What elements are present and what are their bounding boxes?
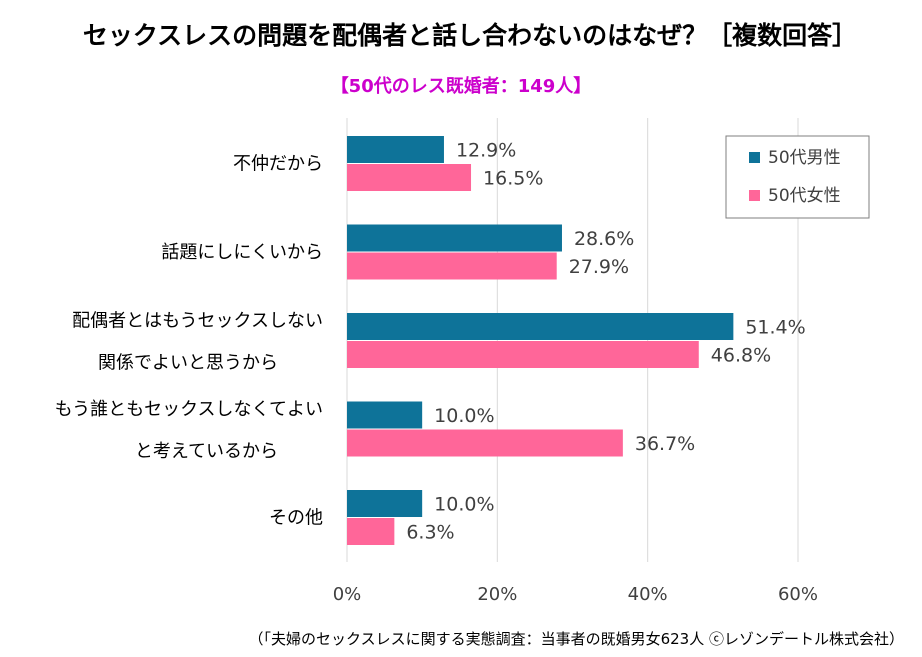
x-tick-label-3: 60% [778, 584, 818, 605]
value-label-male-2: 51.4% [745, 317, 805, 339]
x-tick-label-2: 40% [628, 584, 668, 605]
value-label-male-1: 28.6% [574, 228, 634, 250]
value-label-female-3: 36.7% [635, 433, 695, 455]
legend-label-female: 50代女性 [768, 186, 841, 206]
bar-male-0 [347, 136, 444, 163]
bar-female-0 [347, 164, 472, 191]
legend-label-male: 50代男性 [768, 148, 841, 168]
value-label-male-4: 10.0% [434, 494, 494, 516]
chart-title: セックスレスの問題を配偶者と話し合わないのはなぜ？［複数回答］ [82, 21, 858, 50]
category-label-0: 不仲だから [233, 154, 323, 175]
legend-box [725, 135, 870, 219]
category-label-2-line1: 配偶者とはもうセックスしない [72, 311, 323, 332]
value-label-female-1: 27.9% [569, 256, 629, 278]
source-note: （「夫婦のセックスレスに関する実態調査：当事者の既婚男女623人 ⓒレゾンデート… [248, 630, 904, 648]
category-label-2-line2: 関係でよいと思うから [98, 353, 278, 374]
bar-male-4 [347, 490, 423, 517]
value-label-female-0: 16.5% [483, 168, 543, 190]
value-label-female-4: 6.3% [406, 522, 454, 544]
chart-subtitle: 【50代のレス既婚者：149人】 [330, 76, 592, 97]
bar-female-3 [347, 429, 623, 457]
category-label-4: その他 [269, 508, 323, 529]
x-tick-label-1: 20% [477, 584, 517, 605]
legend-swatch-female [749, 190, 760, 201]
bar-male-3 [347, 401, 423, 429]
bar-female-2 [347, 341, 699, 368]
category-label-1: 話題にしにくいから [161, 242, 323, 263]
value-label-female-2: 46.8% [711, 345, 771, 367]
value-label-male-0: 12.9% [456, 140, 516, 162]
bar-male-2 [347, 313, 734, 340]
value-label-male-3: 10.0% [434, 405, 494, 427]
category-label-3-line1: もう誰ともセックスしなくてよい [55, 399, 323, 420]
bar-male-1 [347, 224, 562, 252]
bar-female-4 [347, 518, 395, 545]
legend-swatch-male [749, 152, 760, 163]
category-label-3-line2: と考えているから [135, 441, 278, 462]
x-tick-label-0: 0% [333, 584, 362, 605]
bar-female-1 [347, 252, 557, 280]
